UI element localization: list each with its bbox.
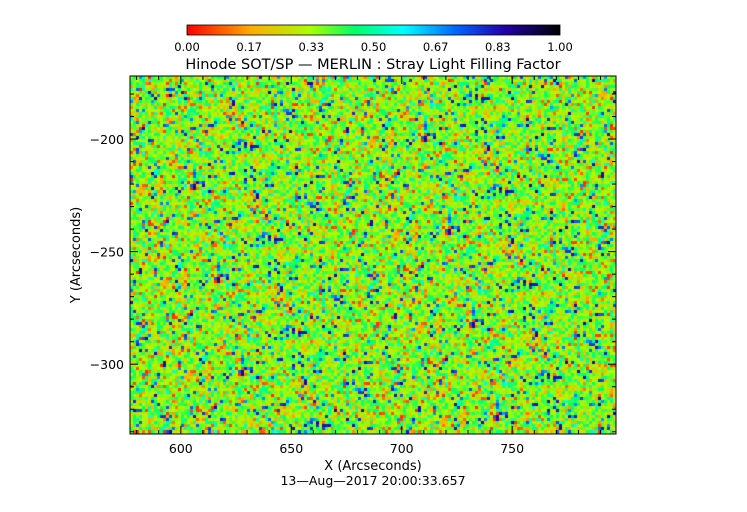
y-axis: −200 −250 −300 [90, 93, 616, 433]
x-tick-label: 700 [390, 441, 414, 456]
x-axis-label: X (Arcseconds) [324, 459, 421, 474]
x-tick-label: 650 [279, 441, 303, 456]
colorbar-tick-label: 0.00 [174, 40, 200, 54]
colorbar-tick-label: 1.00 [547, 40, 573, 54]
x-axis: 600 650 700 750 [136, 76, 602, 456]
y-tick-label: −250 [90, 245, 124, 260]
colorbar [186, 24, 561, 36]
heatmap-raster [130, 76, 616, 434]
heatmap-image [130, 76, 616, 434]
plot-frame [129, 75, 617, 435]
y-tick-label: −200 [90, 132, 124, 147]
colorbar-tick-label: 0.17 [236, 40, 262, 54]
colorbar-tick-label: 0.83 [485, 40, 511, 54]
chart-title: Hinode SOT/SP — MERLIN : Stray Light Fil… [185, 57, 560, 73]
colorbar-tick-label: 0.50 [361, 40, 387, 54]
y-tick-label: −300 [90, 357, 124, 372]
colorbar-tick-labels: 0.00 0.17 0.33 0.50 0.67 0.83 1.00 [174, 40, 573, 54]
timestamp: 13—Aug—2017 20:00:33.657 [280, 473, 465, 488]
y-axis-label: Y (Arcseconds) [69, 207, 84, 304]
colorbar-tick-label: 0.67 [423, 40, 449, 54]
x-tick-label: 750 [500, 441, 524, 456]
x-tick-label: 600 [169, 441, 193, 456]
colorbar-tick-label: 0.33 [299, 40, 325, 54]
